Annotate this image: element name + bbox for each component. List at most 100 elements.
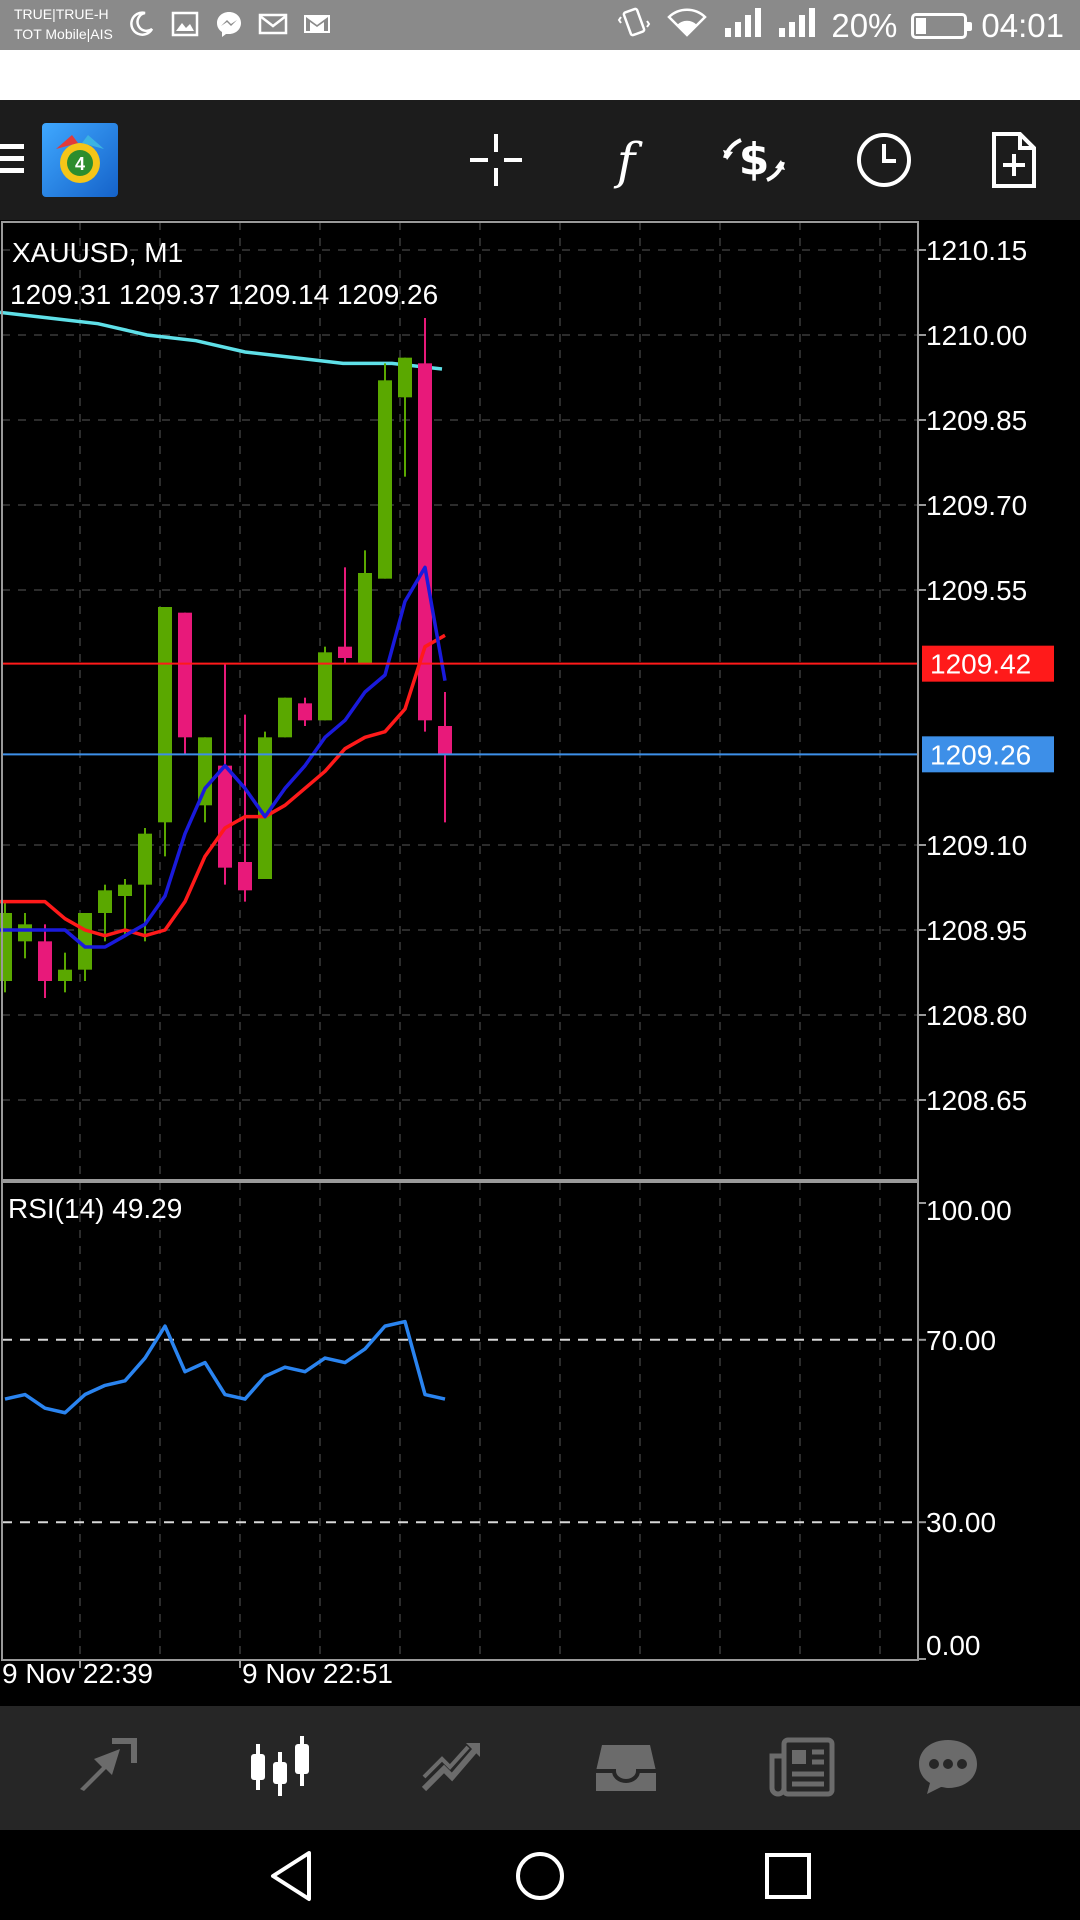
timeframe-clock-icon[interactable] (848, 124, 920, 196)
candle-body (398, 357, 412, 398)
messenger-icon (213, 8, 245, 40)
signal-icon-2 (777, 6, 817, 46)
vibrate-icon (617, 5, 651, 47)
candle (338, 567, 352, 664)
chart-candles-icon[interactable] (242, 1732, 318, 1802)
notification-icons (125, 8, 333, 40)
candle (218, 663, 232, 885)
candle (258, 731, 272, 879)
main-plot-frame (1, 221, 919, 1181)
price-label: 1209.70 (926, 490, 1027, 521)
ma-long-line (0, 310, 443, 371)
image-icon (169, 8, 201, 40)
svg-text:f: f (613, 132, 643, 190)
candle-body (118, 884, 132, 896)
candle (38, 924, 52, 998)
price-lines: 1209.42 1209.26 (2, 645, 1054, 773)
gmail-icon (301, 8, 333, 40)
ma-long-series (0, 310, 443, 371)
candle (178, 612, 192, 755)
carrier-info: TRUE|TRUE-H TOT Mobile|AIS (14, 4, 113, 44)
status-bar: TRUE|TRUE-H TOT Mobile|AIS (0, 0, 1080, 50)
rsi-level-label: 100.00 (926, 1195, 1012, 1226)
rsi-level-label: 70.00 (926, 1325, 996, 1356)
candle-body (38, 941, 52, 981)
new-document-icon[interactable] (978, 124, 1050, 196)
trade-nav-icon[interactable] (414, 1732, 490, 1802)
moon-icon (125, 8, 157, 40)
price-label: 1208.65 (926, 1085, 1027, 1116)
rsi-series (4, 1319, 446, 1415)
candle (58, 952, 72, 993)
candle-body (238, 862, 252, 891)
price-label: 1210.15 (926, 235, 1027, 266)
ma-slow-series (0, 633, 446, 938)
recents-icon[interactable] (760, 1848, 816, 1904)
battery-percent: 20% (831, 7, 898, 44)
candle-body (218, 765, 232, 868)
candle (98, 884, 112, 942)
price-label: 1210.00 (926, 320, 1027, 351)
candle (438, 692, 452, 823)
candle-body (358, 573, 372, 664)
candle-body (278, 697, 292, 738)
chart-axes: 1210.15 1210.00 1209.85 1209.70 1209.55 1209.… (1, 221, 1027, 1668)
candle (238, 714, 252, 902)
price-label: 1208.95 (926, 915, 1027, 946)
app-header-strip (0, 50, 1080, 100)
candle (378, 363, 392, 579)
candle-body (338, 646, 352, 658)
wifi-icon (665, 5, 709, 47)
ask-price-badge (922, 645, 1054, 682)
bid-price-badge (922, 736, 1054, 773)
trade-icon[interactable]: $ (718, 124, 790, 196)
crosshair-icon[interactable] (460, 124, 532, 196)
candle (118, 879, 132, 936)
candle (358, 550, 372, 664)
toolbar (0, 100, 1080, 220)
rsi-level-label: 0.00 (926, 1630, 981, 1661)
battery-fill (916, 18, 926, 34)
candle (278, 697, 292, 738)
bid-price-label: 1209.26 (930, 739, 1031, 770)
price-chart[interactable]: 1209.42 1209.26 100.00 70.00 30.00 0.00 1210… (0, 220, 1080, 1706)
menu-icon[interactable] (0, 144, 24, 178)
mt4-logo-icon[interactable]: 4 (42, 123, 118, 197)
bottom-nav (0, 1706, 1080, 1830)
candle-body (58, 969, 72, 981)
history-inbox-icon[interactable] (588, 1732, 664, 1802)
candle-body (98, 890, 112, 913)
candle (158, 607, 172, 857)
quotes-icon[interactable] (68, 1732, 144, 1802)
ask-price-label: 1209.42 (930, 649, 1031, 680)
price-label: 1208.80 (926, 1000, 1027, 1031)
system-nav (0, 1830, 1080, 1920)
rsi-level-label: 30.00 (926, 1507, 996, 1538)
indicators-icon[interactable]: f (590, 124, 662, 196)
symbol-label: XAUUSD, M1 (12, 237, 183, 268)
candle-body (18, 924, 32, 942)
svg-text:$: $ (739, 134, 770, 185)
candle-body (178, 612, 192, 738)
carrier-line-1: TRUE|TRUE-H (14, 6, 109, 22)
rsi-plot-frame (1, 1181, 919, 1661)
time-label-2: 9 Nov 22:51 (242, 1658, 393, 1689)
candle (198, 737, 212, 823)
candle-body (138, 833, 152, 885)
chat-icon[interactable] (910, 1732, 986, 1802)
carrier-line-2: TOT Mobile|AIS (14, 26, 113, 42)
price-label: 1209.85 (926, 405, 1027, 436)
moving-averages (0, 565, 447, 949)
candle-body (258, 737, 272, 879)
battery-icon (911, 13, 973, 39)
chart-grid (2, 222, 918, 1660)
candle-body (318, 652, 332, 721)
home-icon[interactable] (512, 1848, 568, 1904)
rsi-label: RSI(14) 49.29 (8, 1193, 182, 1224)
back-icon[interactable] (264, 1848, 320, 1904)
news-icon[interactable] (764, 1732, 840, 1802)
mail-icon (257, 8, 289, 40)
price-label: 1209.10 (926, 830, 1027, 861)
candle (418, 318, 432, 732)
candle (318, 646, 332, 721)
